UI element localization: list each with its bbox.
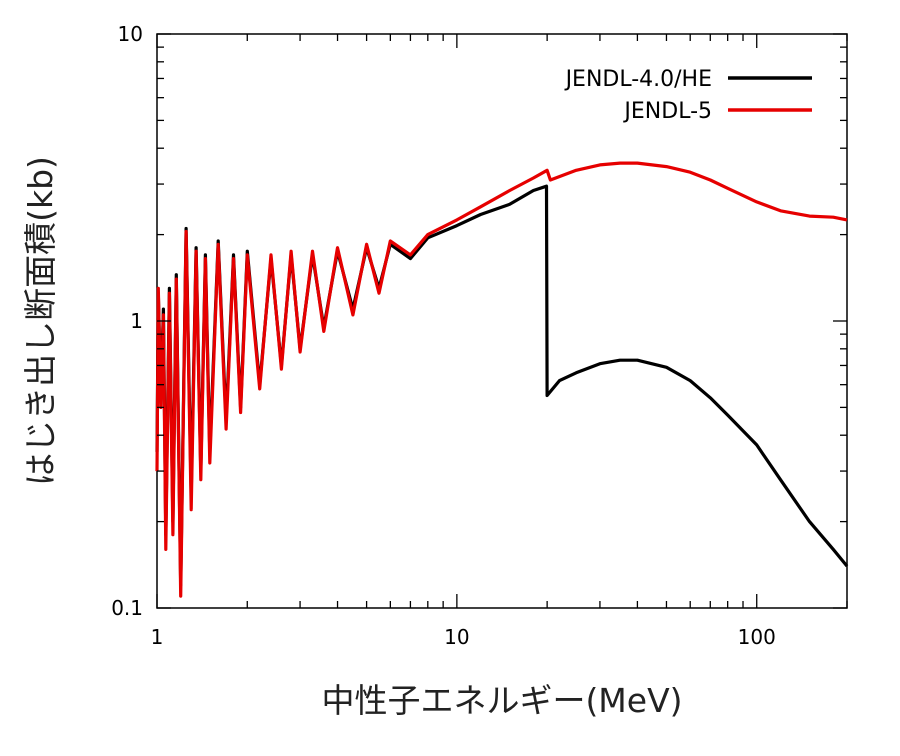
legend-label: JENDL-4.0/HE [564, 67, 712, 92]
plot-frame [156, 33, 848, 609]
x-tick-label: 1 [151, 625, 164, 649]
x-tick-label: 100 [738, 625, 776, 649]
series-line-jendl-5 [155, 161, 848, 598]
axis-tick-labels: 1 10 100 0.1 1 10 [111, 22, 776, 649]
y-tick-label: 1 [130, 309, 143, 333]
legend-label: JENDL-5 [622, 99, 712, 124]
y-axis-title: はじき出し断面積(kb) [21, 156, 60, 486]
legend: JENDL-4.0/HE JENDL-5 [564, 67, 812, 124]
y-tick-label: 10 [118, 22, 143, 46]
y-tick-label: 0.1 [111, 596, 143, 620]
x-tick-label: 10 [444, 625, 469, 649]
axis-ticks [156, 33, 848, 609]
x-axis-title: 中性子エネルギー(MeV) [321, 681, 682, 720]
plot-lines [155, 161, 849, 598]
